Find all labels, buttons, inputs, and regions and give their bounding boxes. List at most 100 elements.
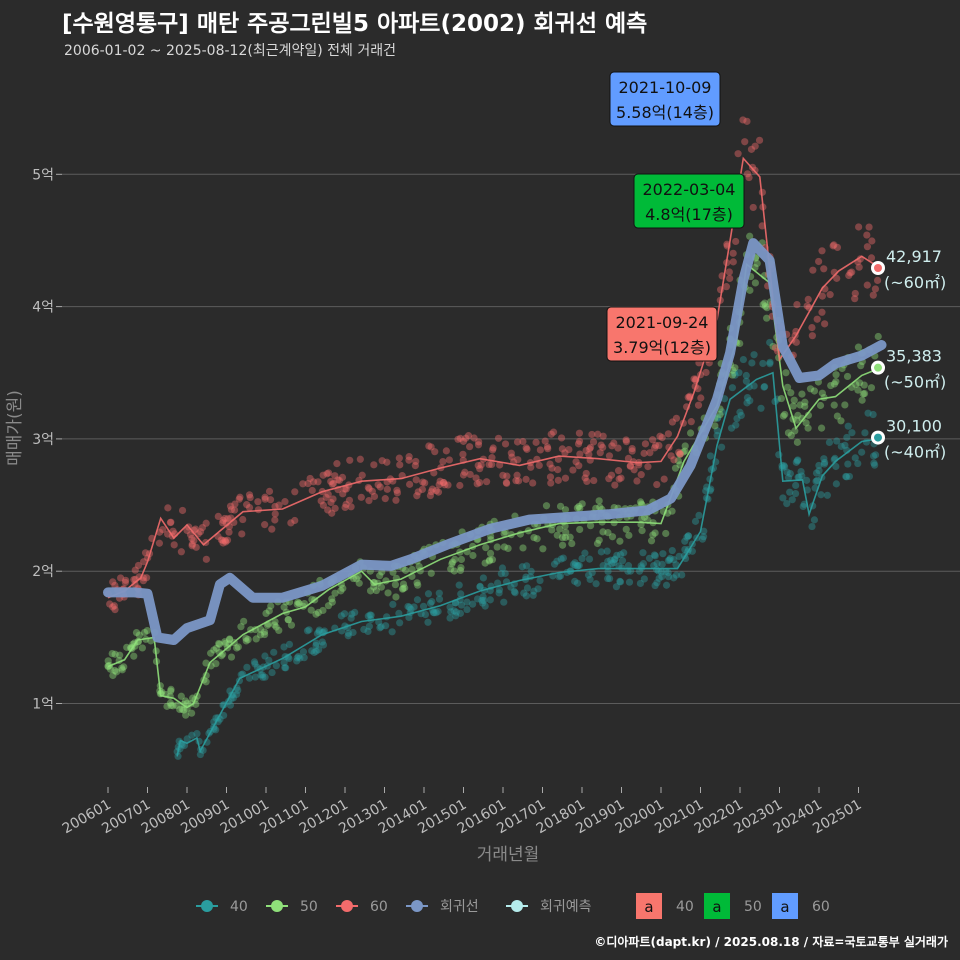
scatter-point-60 bbox=[392, 496, 400, 504]
peak-date-40: 2021-09-24 bbox=[616, 313, 709, 332]
scatter-point-40 bbox=[610, 559, 618, 567]
scatter-point-40 bbox=[571, 559, 579, 567]
scatter-point-60 bbox=[615, 475, 623, 483]
scatter-point-60 bbox=[527, 463, 535, 471]
scatter-point-60 bbox=[121, 578, 129, 587]
scatter-point-40 bbox=[349, 628, 357, 637]
scatter-point-60 bbox=[572, 458, 580, 466]
scatter-point-60 bbox=[507, 449, 515, 457]
scatter-point-60 bbox=[383, 485, 391, 493]
scatter-point-40 bbox=[478, 596, 486, 605]
scatter-point-50 bbox=[553, 531, 561, 539]
scatter-point-60 bbox=[655, 441, 663, 450]
peak-annotations: 2021-09-24 3.79억(12층) 2022-03-04 4.8억(17층) 2… bbox=[606, 71, 745, 362]
scatter-point-60 bbox=[155, 539, 164, 547]
scatter-point-40 bbox=[736, 408, 744, 416]
scatter-point-60 bbox=[675, 448, 683, 456]
scatter-point-40 bbox=[447, 608, 455, 616]
axes: 1억2억3억4억5억200601200701200801200901201001… bbox=[32, 167, 864, 837]
scatter-point-40 bbox=[529, 591, 537, 599]
scatter-point-40 bbox=[407, 605, 415, 613]
scatter-point-40 bbox=[486, 596, 494, 604]
scatter-point-40 bbox=[662, 581, 671, 589]
scatter-point-50 bbox=[530, 533, 538, 542]
scatter-point-50 bbox=[116, 651, 124, 659]
scatter-point-60 bbox=[223, 536, 232, 544]
scatter-point-40 bbox=[446, 603, 454, 611]
scatter-point-50 bbox=[212, 644, 220, 652]
scatter-point-50 bbox=[801, 402, 809, 410]
scatter-point-60 bbox=[368, 487, 377, 495]
peak-price-60: 5.58억(14층) bbox=[616, 103, 714, 122]
scatter-point-60 bbox=[116, 574, 125, 582]
scatter-point-60 bbox=[597, 441, 605, 449]
scatter-point-40 bbox=[476, 582, 484, 590]
scatter-point-50 bbox=[595, 497, 603, 505]
scatter-point-50 bbox=[874, 332, 882, 341]
scatter-point-40 bbox=[795, 473, 803, 481]
scatter-point-60 bbox=[589, 438, 598, 446]
scatter-point-50 bbox=[469, 551, 477, 560]
scatter-point-40 bbox=[683, 533, 691, 541]
scatter-point-60 bbox=[586, 445, 594, 453]
scatter-point-40 bbox=[285, 654, 293, 663]
scatter-point-40 bbox=[813, 476, 821, 485]
legend-box-label-60: 60 bbox=[812, 899, 830, 915]
scatter-point-40 bbox=[645, 554, 654, 562]
scatter-point-60 bbox=[393, 489, 402, 497]
scatter-point-60 bbox=[833, 243, 842, 251]
scatter-point-50 bbox=[818, 389, 826, 397]
scatter-point-40 bbox=[664, 573, 673, 581]
scatter-point-60 bbox=[299, 480, 307, 488]
scatter-point-40 bbox=[792, 481, 800, 490]
scatter-point-40 bbox=[803, 476, 811, 484]
scatter-point-50 bbox=[427, 569, 435, 577]
scatter-point-50 bbox=[401, 584, 409, 592]
scatter-point-60 bbox=[702, 368, 710, 377]
scatter-point-40 bbox=[382, 622, 390, 630]
scatter-point-60 bbox=[319, 501, 327, 509]
scatter-point-60 bbox=[476, 478, 484, 487]
scatter-point-50 bbox=[500, 529, 508, 538]
scatter-point-40 bbox=[731, 371, 739, 379]
scatter-point-60 bbox=[855, 223, 863, 231]
scatter-point-50 bbox=[413, 579, 421, 587]
scatter-point-50 bbox=[638, 527, 646, 535]
scatter-point-50 bbox=[447, 565, 455, 573]
scatter-point-40 bbox=[735, 369, 743, 377]
scatter-point-60 bbox=[109, 603, 117, 611]
scatter-point-60 bbox=[554, 466, 562, 474]
scatter-point-60 bbox=[608, 442, 616, 450]
scatter-point-60 bbox=[607, 471, 616, 479]
scatter-point-50 bbox=[651, 529, 659, 537]
scatter-point-40 bbox=[639, 559, 648, 568]
scatter-point-60 bbox=[395, 454, 403, 462]
forecast-marker-core-60 bbox=[874, 264, 882, 273]
scatter-point-50 bbox=[210, 646, 218, 654]
scatter-point-50 bbox=[804, 424, 812, 432]
scatter-point-40 bbox=[455, 581, 463, 589]
scatter-point-40 bbox=[520, 589, 528, 597]
scatter-point-50 bbox=[763, 304, 771, 312]
scatter-point-40 bbox=[695, 511, 703, 520]
scatter-point-50 bbox=[593, 539, 602, 548]
scatter-point-60 bbox=[131, 566, 139, 574]
scatter-point-60 bbox=[383, 458, 391, 466]
scatter-point-50 bbox=[796, 401, 804, 409]
scatter-point-40 bbox=[672, 571, 680, 579]
scatter-point-40 bbox=[869, 452, 878, 460]
scatter-point-50 bbox=[575, 502, 583, 511]
scatter-point-60 bbox=[231, 500, 239, 508]
scatter-point-40 bbox=[312, 641, 320, 650]
scatter-point-50 bbox=[830, 380, 839, 388]
scatter-point-40 bbox=[245, 674, 254, 682]
forecast-area-60: (~60㎡) bbox=[884, 273, 946, 292]
scatter-point-50 bbox=[793, 416, 801, 424]
scatter-point-60 bbox=[442, 447, 450, 455]
scatter-point-40 bbox=[743, 399, 751, 407]
scatter-point-50 bbox=[586, 522, 595, 530]
scatter-point-40 bbox=[498, 564, 507, 572]
scatter-point-60 bbox=[594, 430, 602, 438]
scatter-point-60 bbox=[198, 523, 207, 532]
scatter-point-60 bbox=[575, 462, 583, 470]
